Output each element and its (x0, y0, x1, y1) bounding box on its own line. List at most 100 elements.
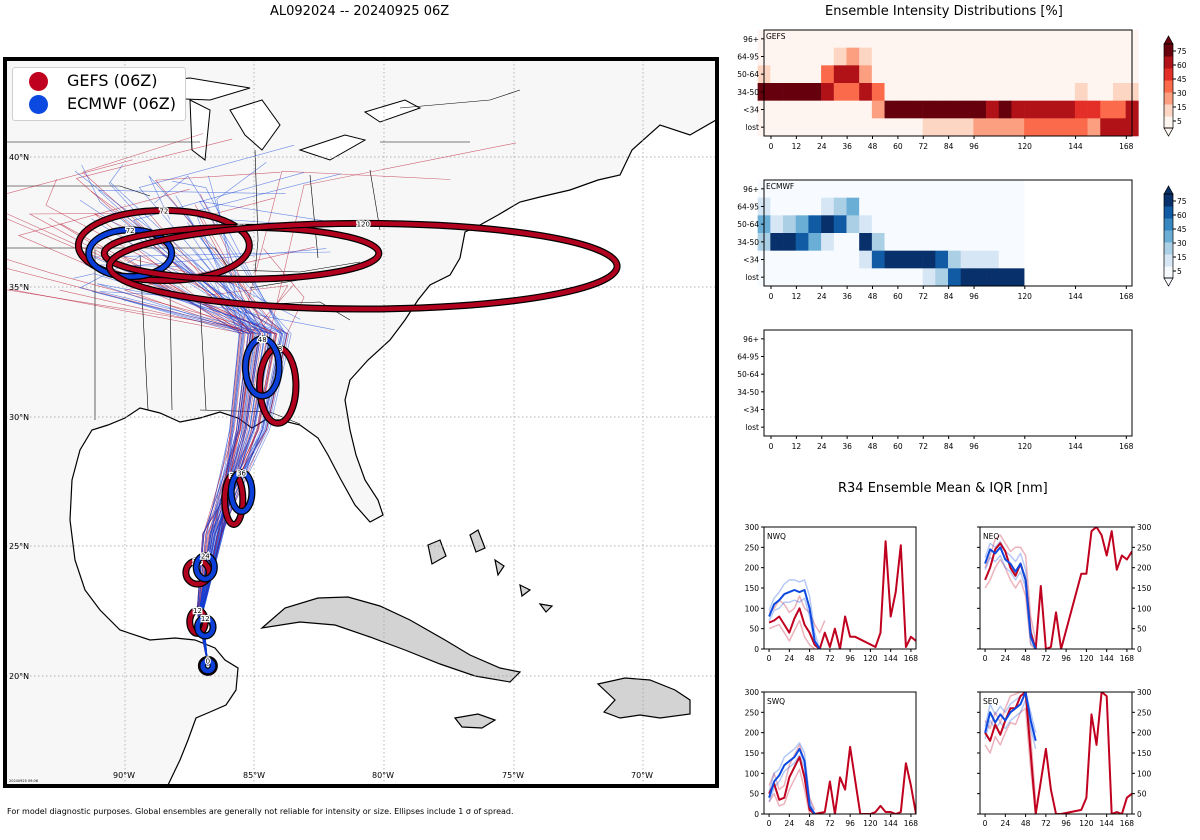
heatmap-cell (973, 268, 987, 287)
heatmap-cell (795, 47, 809, 66)
heatmap-cell (1074, 47, 1088, 66)
r34-ecmwf-iqr-low (768, 597, 821, 649)
heatmap-cell (871, 197, 885, 216)
heatmap-x-tick: 96 (969, 442, 979, 451)
heatmap-cell (1036, 65, 1050, 84)
heatmap-cell (998, 215, 1012, 234)
heatmap-cell (1087, 118, 1101, 137)
heatmap-cell (795, 180, 809, 198)
heatmap-cell (960, 268, 974, 287)
heatmap-cell (1100, 83, 1114, 101)
heatmap-cell (998, 197, 1012, 216)
heatmap-cell (948, 83, 961, 101)
heatmap-x-tick: 24 (817, 442, 827, 451)
heatmap-x-tick: 36 (842, 142, 852, 151)
heatmap-cell (1087, 65, 1101, 84)
heatmap-cell (960, 233, 974, 251)
r34-y-tick: 100 (745, 604, 760, 613)
heatmap-cell (986, 118, 1000, 137)
heatmap-cell (1112, 65, 1126, 84)
heatmap-cell (783, 250, 797, 269)
r34-x-tick: 48 (805, 819, 815, 828)
heatmap-cell (808, 65, 822, 84)
heatmap-x-tick: 12 (792, 292, 802, 301)
heatmap-cell (998, 233, 1012, 251)
heatmap-cell (1011, 100, 1025, 119)
heatmap-row-label: lost (745, 123, 759, 132)
heatmap-x-tick: 60 (893, 442, 903, 451)
r34-y-tick: 300 (1137, 688, 1152, 697)
r34-y-tick: 250 (745, 708, 760, 717)
heatmap-row-label: lost (745, 423, 759, 432)
heatmap-cell (935, 233, 949, 251)
lon-label-75: 75°W (502, 771, 524, 780)
heatmap-cell (833, 118, 847, 137)
ellipse-hour-label: 24 (201, 553, 210, 561)
heatmap-cell (871, 215, 885, 234)
heatmap-cell (973, 215, 987, 234)
heatmap-cell (1062, 83, 1076, 101)
heatmap-cell (1087, 30, 1101, 48)
heatmap-cell (1062, 118, 1076, 137)
r34-x-tick: 168 (1120, 654, 1135, 663)
r34-x-tick: 72 (1041, 654, 1051, 663)
heatmap-cell (1011, 83, 1025, 101)
heatmap-panel-ecmwf: ECMWF 96+ 64-95 50-64 34-50 <34 lost 0 12 24 36 48 6… (737, 179, 1187, 301)
heatmap-cell (1112, 83, 1126, 101)
map-legend: GEFS (06Z) ECMWF (06Z) (12, 67, 186, 121)
r34-y-tick: 0 (754, 645, 759, 654)
r34-x-tick: 24 (785, 819, 795, 828)
heatmap-x-tick: 144 (1068, 292, 1083, 301)
heatmap-cell (770, 100, 784, 119)
r34-x-tick: 0 (983, 819, 988, 828)
r34-y-tick: 100 (745, 769, 760, 778)
ellipse-hour-label: 72 (159, 207, 168, 215)
heatmap-cell (871, 118, 885, 137)
heatmap-row-label: 50-64 (737, 70, 759, 79)
heatmap-cell (821, 65, 835, 84)
heatmap-cell (897, 250, 911, 269)
heatmap-x-tick: 120 (1018, 142, 1033, 151)
heatmap-cell (1036, 100, 1050, 119)
heatmap-cell (821, 250, 835, 269)
heatmap-row-label: 50-64 (737, 370, 759, 379)
heatmap-cell (859, 180, 873, 198)
heatmap-cell (922, 180, 936, 198)
heatmap-panel-empty: 96+ 64-95 50-64 34-50 <34 lost 0 12 24 36 48 60 72 84… (737, 329, 1134, 451)
heatmap-cell (948, 250, 961, 269)
heatmap-cell (986, 30, 1000, 48)
r34-y-tick: 100 (1137, 769, 1152, 778)
colorbar-tick: 30 (1177, 89, 1187, 98)
heatmap-cell (795, 100, 809, 119)
heatmap-cell (909, 30, 923, 48)
heatmap-cell (808, 83, 822, 101)
heatmap-x-tick: 36 (842, 442, 852, 451)
hispaniola-land (596, 677, 691, 719)
heatmap-x-tick: 0 (769, 442, 774, 451)
r34-x-tick: 24 (1001, 654, 1011, 663)
heatmap-cell (1049, 47, 1063, 66)
heatmap-x-tick: 96 (969, 292, 979, 301)
heatmap-cell (884, 180, 898, 198)
colorbar-ecmwf: 5 15 30 45 60 75 (1163, 185, 1187, 287)
r34-x-tick: 144 (884, 819, 899, 828)
heatmap-cell (783, 180, 797, 198)
heatmap-cell (821, 233, 835, 251)
r34-y-tick: 250 (1137, 543, 1152, 552)
heatmap-cell (833, 65, 847, 84)
heatmap-x-tick: 72 (919, 292, 929, 301)
heatmap-cell (909, 118, 923, 137)
r34-x-tick: 120 (1079, 654, 1094, 663)
heatmap-cell (783, 215, 797, 234)
graticule (6, 60, 716, 785)
heatmap-cell (884, 83, 898, 101)
heatmap-cell (1011, 268, 1025, 287)
heatmap-cell (884, 215, 898, 234)
heatmap-cell (922, 215, 936, 234)
heatmap-cell (821, 47, 835, 66)
heatmap-cell (884, 30, 898, 48)
colorbar-tick: 30 (1177, 239, 1187, 248)
heatmap-cell (948, 268, 961, 287)
heatmap-cell (846, 47, 860, 66)
